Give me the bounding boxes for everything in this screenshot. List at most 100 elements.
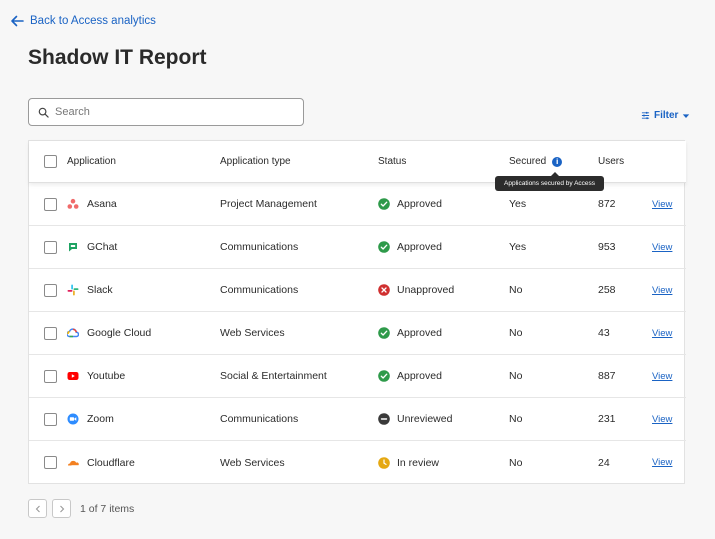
column-header-type[interactable]: Application type (220, 156, 291, 167)
arrow-left-icon (11, 15, 24, 27)
search-box[interactable] (28, 98, 304, 126)
application-cell: Zoom (67, 398, 114, 440)
status-cell: In review (378, 441, 439, 484)
status-label: Approved (397, 327, 442, 339)
prev-page-button[interactable] (28, 499, 47, 518)
application-cell: Slack (67, 269, 113, 311)
application-type: Social & Entertainment (220, 370, 327, 382)
column-header-secured[interactable]: Secured i (509, 141, 563, 182)
column-header-application[interactable]: Application (67, 156, 116, 167)
users-count: 258 (598, 284, 616, 296)
users-count: 24 (598, 456, 610, 469)
caret-down-icon (683, 113, 690, 118)
application-name: Google Cloud (87, 327, 152, 339)
view-link[interactable]: View (652, 457, 673, 468)
view-link[interactable]: View (652, 327, 673, 339)
header-checkbox-cell (44, 141, 57, 182)
application-name: Cloudflare (87, 456, 135, 469)
application-cell: GChat (67, 226, 117, 268)
approved-check-icon (378, 241, 390, 253)
pagination-summary: 1 of 7 items (80, 502, 135, 515)
view-cell: View (652, 226, 672, 268)
status-cell: Approved (378, 312, 442, 354)
row-checkbox[interactable] (44, 456, 57, 469)
secured-value: Yes (509, 241, 527, 253)
view-cell: View (652, 398, 672, 440)
status-cell: Approved (378, 183, 442, 225)
application-name: Zoom (87, 413, 114, 425)
page-title: Shadow IT Report (28, 46, 207, 69)
table-row: Cloudflare Web Services In review No 24 … (29, 441, 686, 484)
in-review-clock-icon (378, 456, 390, 469)
status-cell: Unreviewed (378, 398, 452, 440)
pagination: 1 of 7 items (28, 499, 134, 518)
application-name: Slack (87, 284, 113, 296)
zoom-icon (67, 413, 79, 425)
chevron-left-icon (35, 505, 40, 512)
row-checkbox[interactable] (44, 197, 57, 211)
application-type: Project Management (220, 198, 317, 210)
application-type: Communications (220, 241, 299, 253)
secured-value: No (509, 370, 523, 382)
select-all-checkbox[interactable] (44, 155, 57, 168)
row-checkbox-cell (44, 441, 57, 484)
back-link-label: Back to Access analytics (30, 15, 156, 27)
application-cell: Google Cloud (66, 312, 152, 354)
approved-check-icon (378, 327, 390, 339)
cloudflare-icon (67, 457, 79, 469)
view-link[interactable]: View (652, 370, 673, 382)
column-header-status[interactable]: Status (378, 156, 407, 167)
applications-table: Application Application type Status Secu… (28, 140, 686, 484)
column-header-users[interactable]: Users (598, 156, 625, 167)
view-cell: View (652, 183, 672, 225)
row-checkbox-cell (44, 183, 57, 225)
view-link[interactable]: View (652, 413, 673, 425)
row-checkbox[interactable] (44, 326, 57, 340)
status-label: In review (397, 456, 440, 469)
view-link[interactable]: View (652, 284, 673, 296)
info-icon[interactable]: i (552, 156, 563, 167)
status-cell: Unapproved (378, 269, 454, 311)
secured-value: No (509, 284, 523, 296)
view-link[interactable]: View (652, 241, 673, 253)
google-cloud-icon (66, 327, 80, 339)
application-type: Web Services (220, 327, 285, 339)
application-name: Asana (87, 198, 117, 210)
table-row: GChat Communications Approved Yes 953 Vi… (29, 226, 686, 269)
approved-check-icon (378, 370, 390, 382)
application-type: Web Services (220, 456, 285, 469)
row-checkbox-cell (44, 398, 57, 440)
status-label: Unreviewed (397, 413, 453, 425)
table-row: Slack Communications Unapproved No 258 V… (29, 269, 686, 312)
unapproved-x-icon (378, 284, 390, 296)
users-count: 953 (598, 241, 616, 253)
search-icon (38, 107, 49, 118)
status-cell: Approved (378, 226, 442, 268)
back-link[interactable]: Back to Access analytics (10, 14, 156, 28)
secured-value: No (509, 327, 523, 339)
filter-button[interactable]: Filter (641, 110, 690, 121)
application-cell: Asana (67, 183, 117, 225)
row-checkbox[interactable] (44, 283, 57, 297)
table-row: Zoom Communications Unreviewed No 231 Vi… (29, 398, 686, 441)
sliders-icon (641, 111, 650, 120)
view-cell: View (652, 441, 672, 484)
row-checkbox[interactable] (44, 369, 57, 383)
approved-check-icon (378, 198, 390, 210)
search-input[interactable] (55, 106, 295, 118)
status-label: Unapproved (397, 284, 455, 296)
users-count: 231 (598, 413, 616, 425)
secured-tooltip: Applications secured by Access (495, 172, 605, 191)
row-checkbox-cell (44, 312, 57, 354)
table-row: Google Cloud Web Services Approved No 43… (29, 312, 686, 355)
users-count: 887 (598, 370, 616, 382)
application-cell: Cloudflare (67, 441, 135, 484)
table-row: Youtube Social & Entertainment Approved … (29, 355, 686, 398)
view-cell: View (652, 355, 672, 397)
secured-value: No (509, 456, 523, 469)
row-checkbox[interactable] (44, 412, 57, 426)
next-page-button[interactable] (52, 499, 71, 518)
status-label: Approved (397, 370, 442, 382)
row-checkbox[interactable] (44, 240, 57, 254)
view-link[interactable]: View (652, 198, 673, 210)
